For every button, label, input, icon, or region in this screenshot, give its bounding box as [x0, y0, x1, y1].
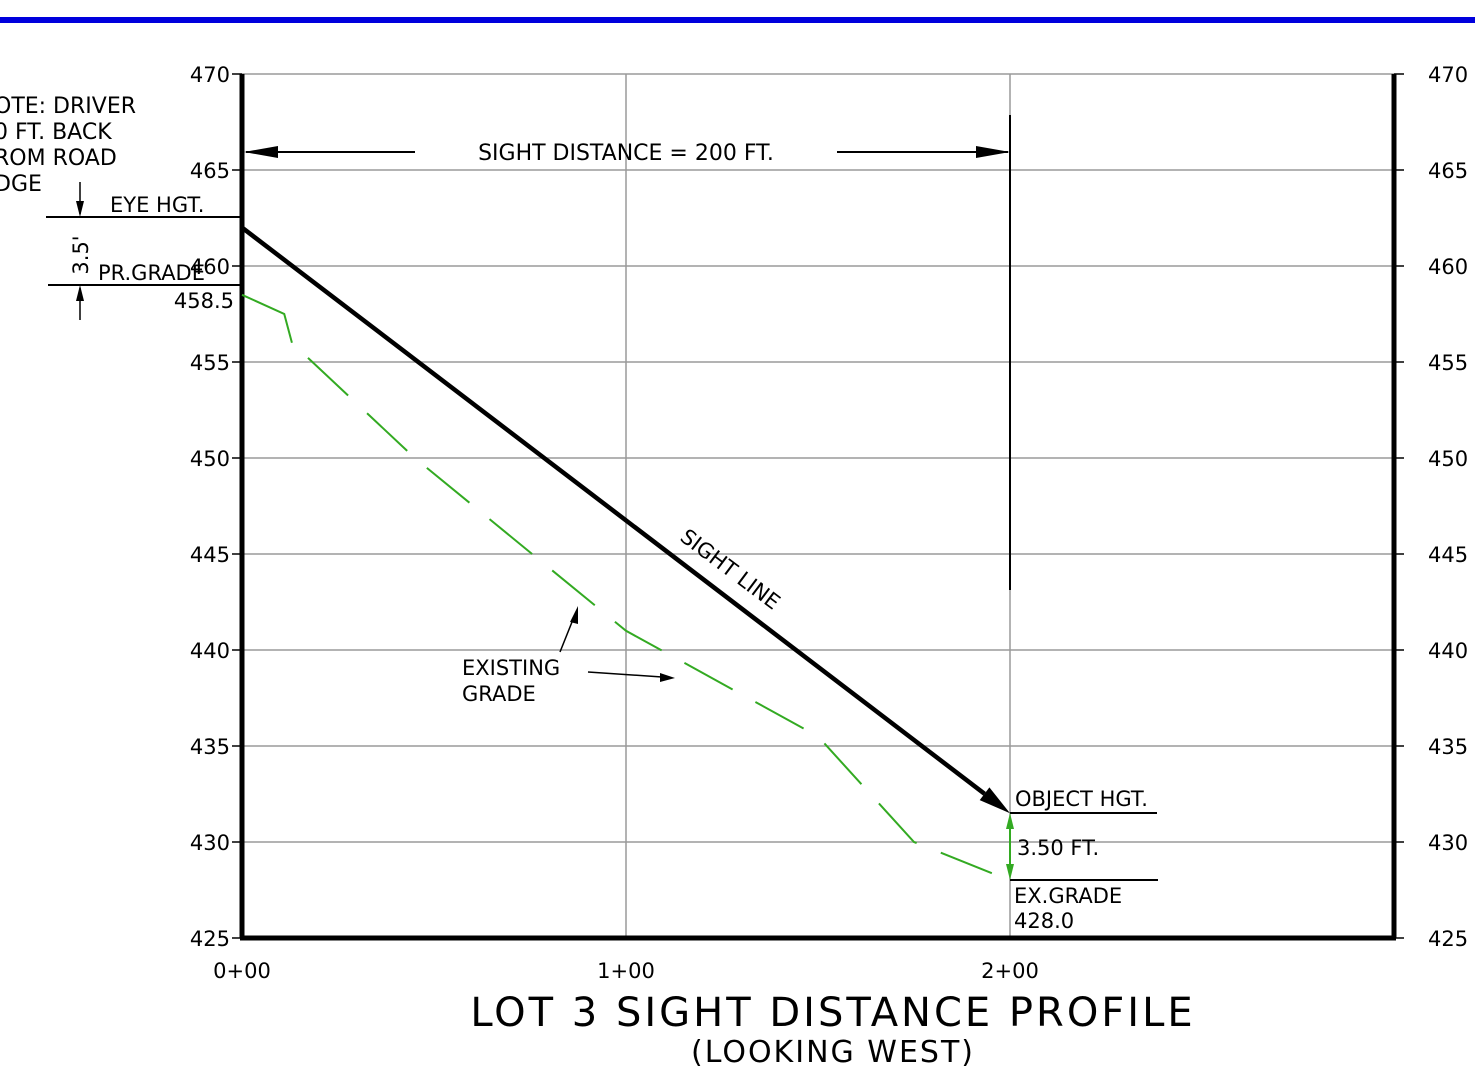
y-tick-left-435: 435 [190, 735, 230, 759]
y-tick-left-445: 445 [190, 543, 230, 567]
eye-height-dim-value: 3.5' [69, 235, 93, 274]
existing-grade-dashed [291, 342, 1011, 882]
sight-line-arrowhead [979, 787, 1010, 814]
note-line-1: OTE: DRIVER [0, 94, 136, 119]
y-tick-left-425: 425 [190, 927, 230, 951]
y-tick-left-450: 450 [190, 447, 230, 471]
y-tick-right-430: 430 [1428, 831, 1468, 855]
sight-distance-dimension: SIGHT DISTANCE = 200 FT. [244, 115, 1011, 590]
y-tick-right-425: 425 [1428, 927, 1468, 951]
ex-grade-value: 428.0 [1014, 909, 1074, 933]
ex-grade-label: EX.GRADE [1014, 884, 1122, 908]
chart-title: LOT 3 SIGHT DISTANCE PROFILE [470, 990, 1195, 1036]
y-tick-right-460: 460 [1428, 255, 1468, 279]
existing-grade-solid [241, 293, 293, 344]
eye-height-dimension: EYE HGT. 3.5' PR.GRADE 458.5 [46, 182, 242, 320]
grid [242, 73, 1394, 939]
x-tick-1+00: 1+00 [597, 959, 655, 983]
eye-height-label: EYE HGT. [110, 193, 204, 217]
series-lines [240, 225, 1011, 882]
y-tick-right-445: 445 [1428, 543, 1468, 567]
y-tick-right-470: 470 [1428, 63, 1468, 87]
existing-grade-label-line-2: GRADE [462, 682, 536, 706]
object-height-dim-value: 3.50 FT. [1017, 836, 1099, 860]
y-tick-right-455: 455 [1428, 351, 1468, 375]
chart-subtitle: (LOOKING WEST) [691, 1035, 975, 1068]
existing-grade-label-line-1: EXISTING [462, 656, 560, 680]
x-tick-0+00: 0+00 [213, 959, 271, 983]
y-tick-right-465: 465 [1428, 159, 1468, 183]
y-tick-left-430: 430 [190, 831, 230, 855]
y-tick-right-435: 435 [1428, 735, 1468, 759]
note-line-4: DGE [0, 172, 42, 197]
existing-grade-callout: EXISTING GRADE [462, 606, 675, 706]
x-tick-2+00: 2+00 [981, 959, 1039, 983]
y-tick-left-440: 440 [190, 639, 230, 663]
y-tick-right-440: 440 [1428, 639, 1468, 663]
pr-grade-value: 458.5 [174, 289, 234, 313]
y-tick-left-460: 460 [190, 255, 230, 279]
sight-line [240, 225, 986, 796]
y-tick-right-450: 450 [1428, 447, 1468, 471]
note-line-3: ROM ROAD [0, 146, 117, 171]
y-tick-left-470: 470 [190, 63, 230, 87]
sight-distance-label: SIGHT DISTANCE = 200 FT. [478, 141, 774, 166]
object-height-dimension: OBJECT HGT. 3.50 FT. EX.GRADE 428.0 [1006, 787, 1158, 933]
y-tick-left-465: 465 [190, 159, 230, 183]
object-height-label: OBJECT HGT. [1015, 787, 1148, 811]
y-tick-left-455: 455 [190, 351, 230, 375]
top-border-line [0, 17, 1475, 23]
plot-frame [239, 74, 1397, 941]
driver-note: OTE: DRIVER 0 FT. BACK ROM ROAD DGE [0, 94, 136, 197]
tick-labels: 470 470 465 465 460 460 455 455 450 450 445 445 440 4… [190, 63, 1468, 983]
note-line-2: 0 FT. BACK [0, 120, 112, 145]
pr-grade-label: PR.GRADE [98, 261, 205, 285]
